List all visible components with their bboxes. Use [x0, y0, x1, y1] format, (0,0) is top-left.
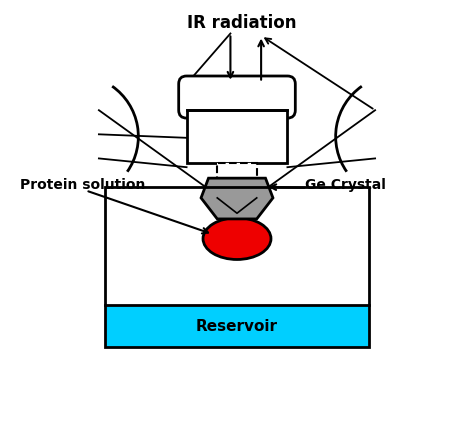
Text: Protein solution: Protein solution [20, 178, 146, 192]
FancyBboxPatch shape [179, 76, 295, 118]
Bar [106, 187, 368, 347]
Bar [106, 187, 368, 347]
Text: Ge Crystal: Ge Crystal [305, 178, 386, 192]
Ellipse shape [203, 218, 271, 259]
Polygon shape [201, 178, 273, 219]
Bar [217, 163, 257, 191]
Bar [106, 305, 368, 347]
Text: Reservoir: Reservoir [196, 319, 278, 333]
Text: IR radiation: IR radiation [187, 14, 296, 32]
Bar [187, 110, 287, 163]
